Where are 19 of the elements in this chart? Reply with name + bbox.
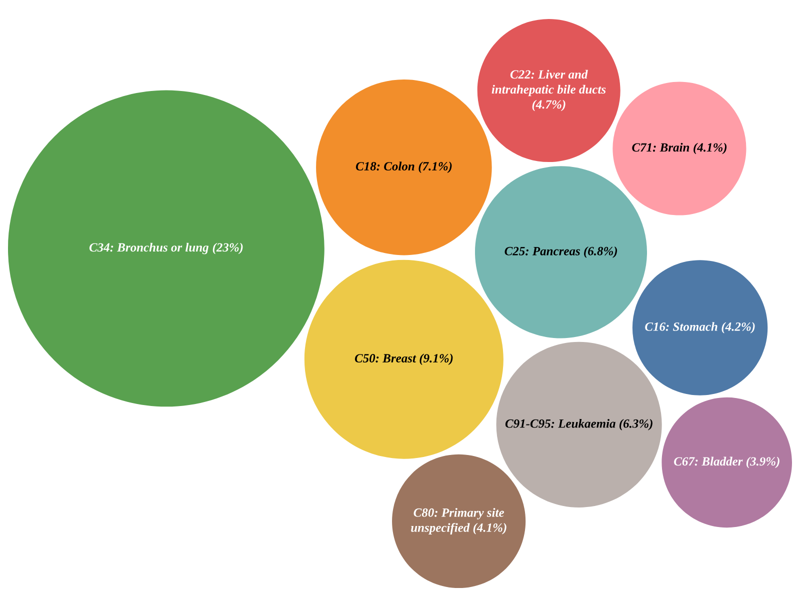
category-label: C25: Pancreas (504, 246, 580, 256)
category-label: C18: Colon (356, 162, 414, 171)
category-label: C16: Stomach (645, 322, 718, 331)
category-label: C71: Brain (632, 142, 690, 152)
category-label: C67: Bladder (674, 456, 743, 466)
data-label: (4.7%) (532, 100, 566, 112)
data-label: (6.8%) (584, 246, 617, 258)
data-label: (4.1%) (694, 142, 727, 154)
data-label: (4.1%) (473, 523, 506, 534)
category-label: C22: Liver and intrahepatic bile ducts (492, 70, 606, 96)
data-label: (9.1%) (420, 354, 453, 366)
data-label: (4.2%) (722, 322, 755, 334)
category-label: C91-C95: Leukaemia (505, 419, 616, 428)
data-label: (7.1%) (418, 162, 452, 174)
category-label: C50: Breast (354, 354, 416, 363)
data-label: (3.9%) (746, 456, 780, 468)
category-label: C34: Bronchus or lung (89, 242, 209, 254)
data-label: (6.3%) (619, 419, 652, 430)
data-label: (23%) (212, 242, 243, 254)
